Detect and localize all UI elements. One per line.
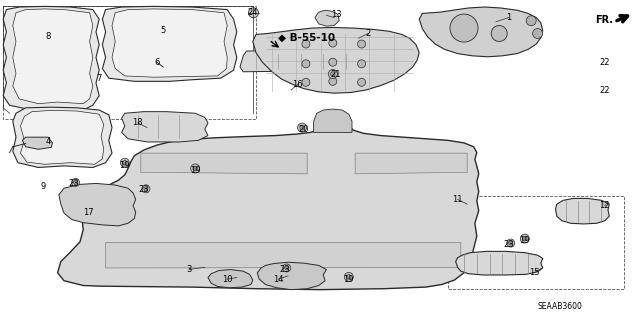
Polygon shape (355, 153, 467, 174)
Polygon shape (556, 198, 609, 224)
Circle shape (329, 39, 337, 47)
Polygon shape (20, 110, 104, 164)
Polygon shape (208, 270, 253, 288)
Circle shape (492, 26, 508, 41)
Text: 23: 23 (68, 179, 79, 188)
Text: SEAAB3600: SEAAB3600 (538, 302, 582, 311)
Circle shape (329, 58, 337, 66)
Bar (3, 6, 256, 119)
Text: 12: 12 (600, 201, 610, 210)
Polygon shape (102, 6, 237, 81)
Polygon shape (315, 10, 339, 26)
Circle shape (346, 275, 351, 279)
Text: 15: 15 (529, 268, 540, 277)
Text: 23: 23 (139, 185, 149, 194)
Text: 23: 23 (504, 240, 514, 249)
Circle shape (344, 272, 353, 281)
Polygon shape (106, 242, 461, 268)
Circle shape (358, 40, 365, 48)
Circle shape (74, 181, 77, 184)
Polygon shape (13, 9, 93, 104)
Circle shape (522, 236, 527, 241)
Circle shape (450, 14, 478, 42)
Polygon shape (13, 107, 112, 167)
Text: ◆ B-55-10: ◆ B-55-10 (278, 33, 335, 43)
Text: 3: 3 (186, 265, 191, 274)
Polygon shape (314, 109, 352, 132)
Polygon shape (456, 251, 543, 275)
Circle shape (142, 185, 150, 193)
Text: 6: 6 (154, 58, 159, 67)
Circle shape (532, 28, 543, 39)
Text: 8: 8 (45, 32, 51, 41)
Bar (448, 196, 624, 289)
Circle shape (509, 241, 513, 245)
Circle shape (191, 164, 200, 173)
Polygon shape (59, 183, 136, 226)
Circle shape (520, 234, 529, 243)
Text: 19: 19 (190, 166, 200, 175)
Text: 17: 17 (83, 208, 93, 217)
Text: 22: 22 (600, 86, 610, 95)
Text: 19: 19 (120, 161, 130, 170)
Text: 21: 21 (331, 70, 341, 79)
Circle shape (122, 160, 127, 165)
Circle shape (302, 78, 310, 86)
Circle shape (507, 239, 515, 247)
Text: 22: 22 (600, 58, 610, 67)
Polygon shape (3, 6, 99, 110)
Circle shape (298, 123, 307, 132)
Text: 13: 13 (331, 10, 341, 19)
Text: 23: 23 (280, 265, 290, 274)
Text: 18: 18 (132, 118, 143, 127)
Polygon shape (240, 49, 374, 72)
Polygon shape (253, 27, 419, 93)
Text: 11: 11 (452, 195, 463, 204)
Polygon shape (419, 7, 543, 57)
Polygon shape (122, 112, 208, 142)
Circle shape (120, 158, 129, 167)
Polygon shape (22, 137, 52, 149)
Polygon shape (58, 111, 479, 290)
Text: 2: 2 (365, 29, 371, 38)
Text: 7: 7 (97, 74, 102, 83)
Circle shape (358, 78, 365, 86)
Text: 20: 20 (299, 125, 309, 134)
Polygon shape (141, 153, 307, 174)
Polygon shape (257, 262, 326, 290)
Text: FR.: FR. (595, 15, 613, 25)
Text: 4: 4 (45, 137, 51, 146)
Circle shape (330, 72, 335, 76)
Text: 5: 5 (161, 26, 166, 35)
Text: 14: 14 (273, 275, 284, 284)
Circle shape (283, 264, 291, 272)
Circle shape (328, 70, 337, 78)
Text: 16: 16 (292, 80, 303, 89)
Circle shape (302, 60, 310, 68)
Polygon shape (112, 9, 227, 77)
Circle shape (72, 178, 79, 187)
Text: 19: 19 (520, 236, 530, 245)
Circle shape (526, 16, 536, 26)
Text: 24: 24 (248, 8, 258, 17)
Text: 10: 10 (222, 275, 232, 284)
Circle shape (144, 187, 148, 191)
Circle shape (193, 166, 198, 171)
Text: 19: 19 (344, 275, 354, 284)
Circle shape (358, 60, 365, 68)
Circle shape (248, 8, 259, 18)
Circle shape (302, 40, 310, 48)
Circle shape (285, 266, 289, 270)
Text: 9: 9 (41, 182, 46, 191)
Circle shape (300, 125, 305, 130)
Circle shape (329, 77, 337, 85)
Text: 1: 1 (506, 13, 511, 22)
